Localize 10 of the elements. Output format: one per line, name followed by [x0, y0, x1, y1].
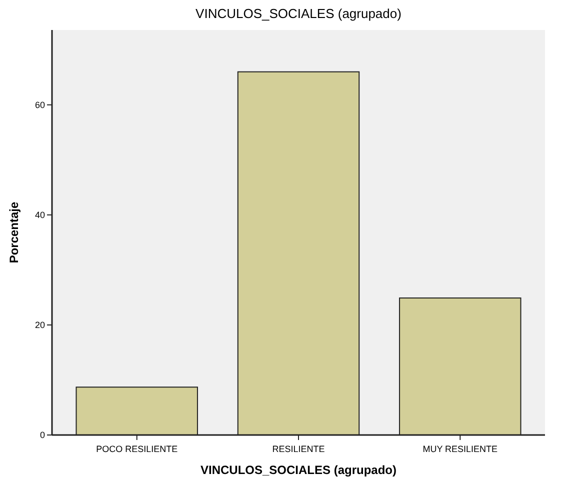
y-tick-label: 40 — [34, 210, 45, 220]
chart-title: VINCULOS_SOCIALES (agrupado) — [196, 6, 402, 21]
x-axis-title: VINCULOS_SOCIALES (agrupado) — [200, 463, 397, 477]
y-axis-title: Porcentaje — [7, 201, 21, 264]
y-tick-label: 60 — [34, 100, 45, 110]
y-tick-label: 20 — [34, 320, 45, 330]
y-tick-label: 0 — [40, 430, 45, 440]
x-tick-label: MUY RESILIENTE — [422, 444, 498, 454]
x-tick-label: POCO RESILIENTE — [96, 444, 178, 454]
x-tick-label: RESILIENTE — [272, 444, 325, 454]
